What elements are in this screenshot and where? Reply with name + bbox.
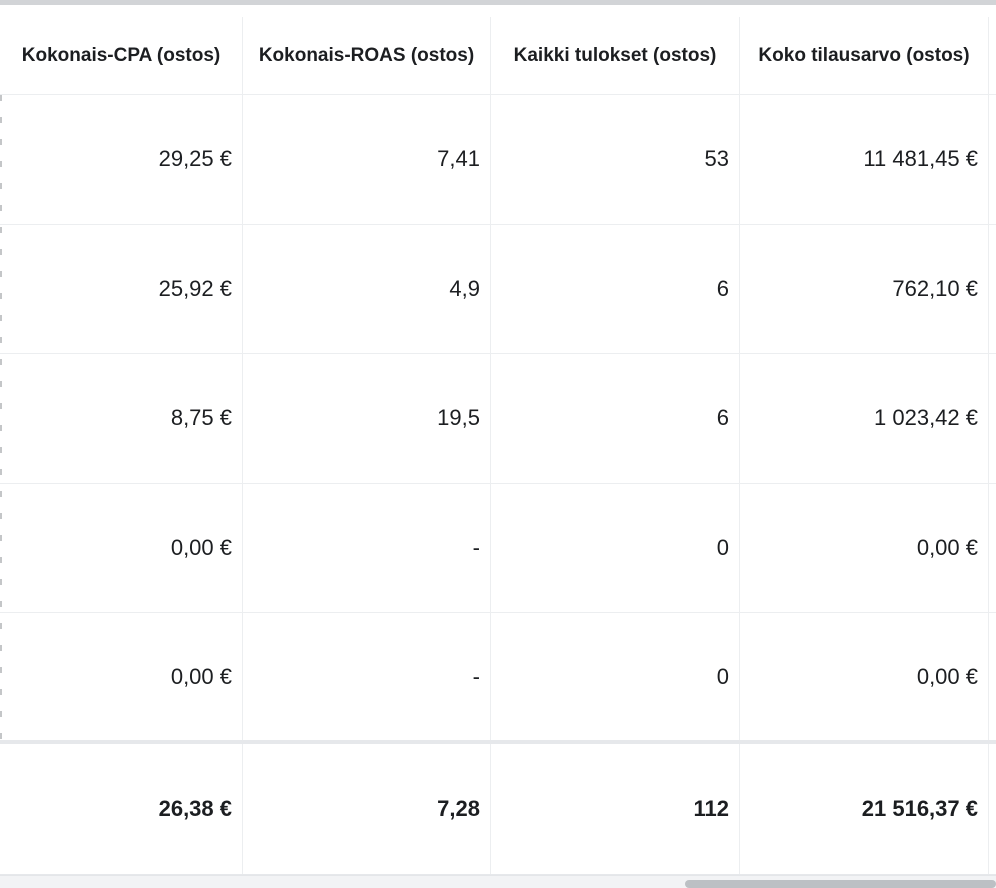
cell-partial	[989, 613, 996, 742]
table-row[interactable]: 8,75 € 19,5 6 1 023,42 €	[0, 354, 996, 484]
cell-order-value: 762,10 €	[740, 224, 989, 353]
cell-roas: 19,5	[243, 354, 491, 483]
results-table: Kokonais-CPA (ostos) Kokonais-ROAS (osto…	[0, 17, 996, 875]
cell-results: 53	[491, 95, 740, 224]
cell-order-value: 0,00 €	[740, 483, 989, 612]
column-header-all-results[interactable]: Kaikki tulokset (ostos)	[491, 17, 740, 95]
cell-partial	[989, 354, 996, 483]
total-cpa: 26,38 €	[0, 744, 243, 874]
cell-order-value: 11 481,45 €	[740, 95, 989, 224]
table-row[interactable]: 0,00 € - 0 0,00 €	[0, 613, 996, 743]
cell-partial	[989, 484, 996, 613]
cell-roas: 4,9	[243, 224, 491, 353]
cell-cpa: 0,00 €	[0, 483, 243, 612]
total-results: 112	[491, 744, 740, 874]
table-body: 29,25 € 7,41 53 11 481,45 € 25,92 € 4,9 …	[0, 95, 996, 743]
total-order-value: 21 516,37 €	[740, 744, 989, 874]
cell-results: 0	[491, 483, 740, 612]
table-row[interactable]: 29,25 € 7,41 53 11 481,45 €	[0, 95, 996, 225]
table-row[interactable]: 25,92 € 4,9 6 762,10 €	[0, 224, 996, 354]
cell-cpa: 25,92 €	[0, 224, 243, 353]
cell-partial	[989, 744, 996, 874]
cell-cpa: 0,00 €	[0, 613, 243, 742]
cell-cpa: 8,75 €	[0, 354, 243, 483]
totals-divider	[0, 740, 996, 744]
total-roas: 7,28	[243, 744, 491, 874]
horizontal-scrollbar-thumb[interactable]	[685, 880, 996, 888]
column-header-order-value[interactable]: Koko tilausarvo (ostos)	[740, 17, 989, 95]
table-row[interactable]: 0,00 € - 0 0,00 €	[0, 483, 996, 613]
cell-cpa: 29,25 €	[0, 95, 243, 224]
cell-order-value: 0,00 €	[740, 613, 989, 742]
cell-partial	[989, 95, 996, 224]
cell-roas: -	[243, 483, 491, 612]
cell-roas: 7,41	[243, 95, 491, 224]
left-column-edge	[0, 95, 2, 740]
column-header-total-roas[interactable]: Kokonais-ROAS (ostos)	[243, 17, 491, 95]
column-header-partial	[989, 17, 996, 95]
column-header-total-cpa[interactable]: Kokonais-CPA (ostos)	[0, 17, 243, 95]
table-header: Kokonais-CPA (ostos) Kokonais-ROAS (osto…	[0, 17, 996, 95]
cell-partial	[989, 225, 996, 354]
cell-results: 6	[491, 224, 740, 353]
cell-results: 0	[491, 613, 740, 742]
cell-results: 6	[491, 354, 740, 483]
cell-order-value: 1 023,42 €	[740, 354, 989, 483]
cell-roas: -	[243, 613, 491, 742]
top-divider	[0, 0, 996, 5]
totals-row: 26,38 € 7,28 112 21 516,37 €	[0, 744, 996, 875]
